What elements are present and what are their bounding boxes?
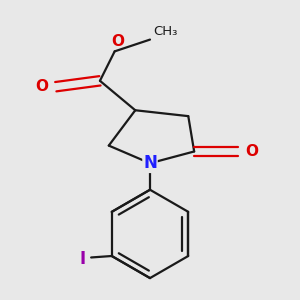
Text: I: I	[79, 250, 85, 268]
Text: O: O	[35, 79, 48, 94]
Text: O: O	[246, 144, 259, 159]
Text: CH₃: CH₃	[153, 25, 177, 38]
Text: N: N	[143, 154, 157, 172]
Text: O: O	[111, 34, 124, 49]
